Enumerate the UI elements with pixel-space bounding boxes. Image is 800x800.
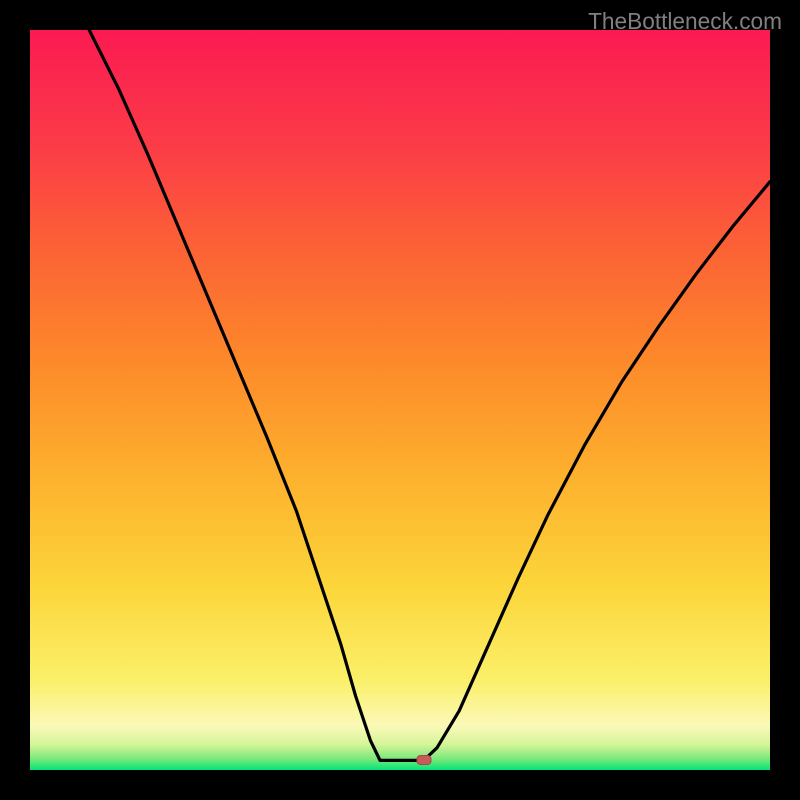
gradient-background (30, 30, 770, 770)
watermark-text: TheBottleneck.com (588, 8, 782, 35)
optimal-point-marker (416, 755, 431, 765)
plot-area (30, 30, 770, 770)
